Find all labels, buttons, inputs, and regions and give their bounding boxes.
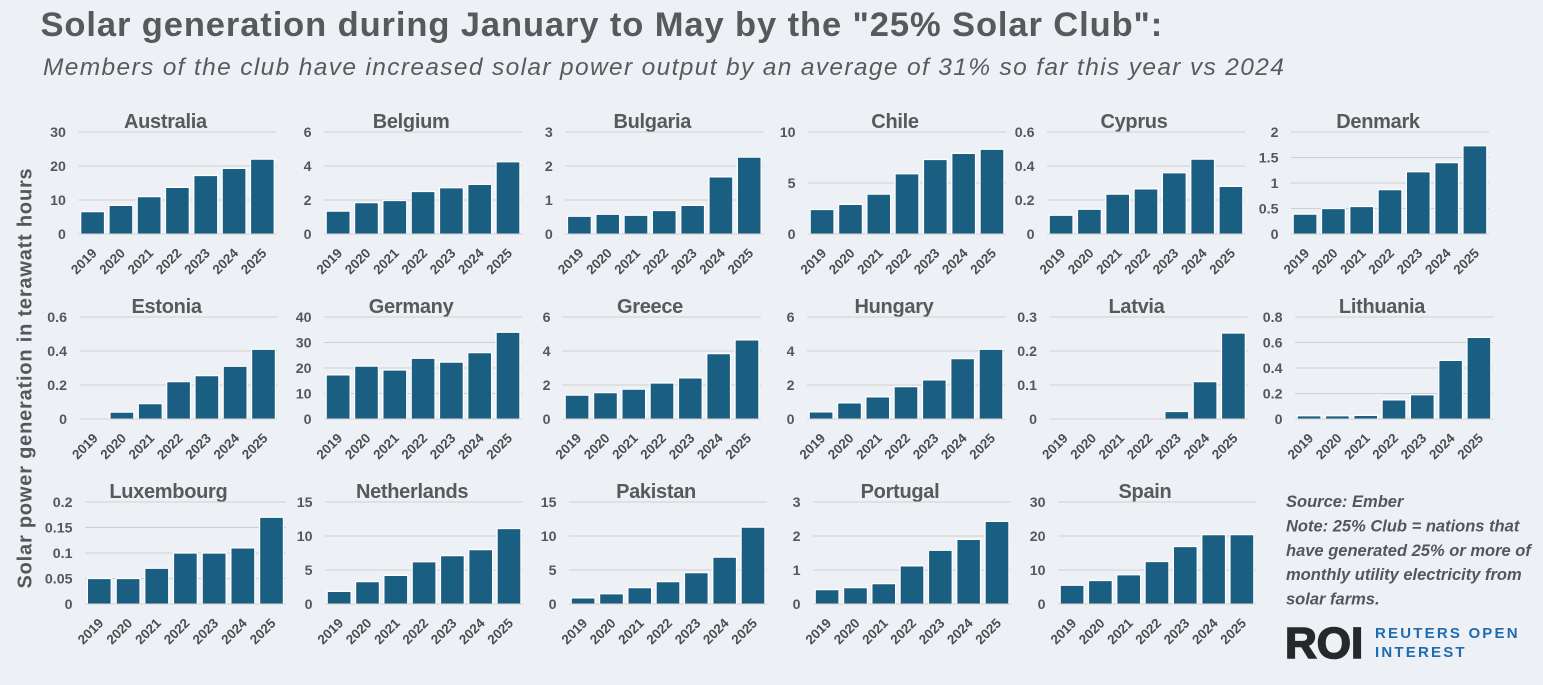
svg-text:Solar generation during Januar: Solar generation during January to May b…: [41, 6, 1164, 44]
svg-text:1: 1: [793, 563, 801, 579]
svg-text:0.2: 0.2: [1015, 193, 1035, 209]
svg-text:0.6: 0.6: [1015, 125, 1035, 141]
svg-text:0: 0: [549, 597, 557, 613]
svg-text:Portugal: Portugal: [861, 481, 940, 503]
svg-text:REUTERS OPEN: REUTERS OPEN: [1375, 625, 1520, 642]
svg-text:Solar power generation in tera: Solar power generation in terawatt hours: [15, 168, 37, 589]
svg-text:Spain: Spain: [1119, 481, 1172, 503]
svg-text:10: 10: [297, 529, 313, 545]
svg-text:0: 0: [1275, 412, 1283, 428]
svg-text:Netherlands: Netherlands: [356, 481, 468, 503]
svg-text:0: 0: [1027, 227, 1035, 243]
svg-text:0.6: 0.6: [47, 310, 67, 326]
svg-text:5: 5: [549, 563, 557, 579]
svg-text:0: 0: [304, 227, 312, 243]
svg-text:0.05: 0.05: [45, 572, 73, 588]
svg-text:0: 0: [545, 227, 553, 243]
svg-text:0: 0: [793, 597, 801, 613]
svg-text:4: 4: [543, 344, 551, 360]
svg-text:0.2: 0.2: [53, 495, 73, 511]
svg-text:0.2: 0.2: [1263, 387, 1283, 403]
svg-text:2: 2: [793, 529, 801, 545]
svg-text:0: 0: [787, 412, 795, 428]
svg-text:3: 3: [793, 495, 801, 511]
svg-text:4: 4: [787, 344, 795, 360]
svg-text:Greece: Greece: [617, 296, 683, 318]
svg-text:0.1: 0.1: [1017, 378, 1037, 394]
svg-text:1: 1: [1271, 176, 1279, 192]
svg-text:10: 10: [780, 125, 796, 141]
svg-text:Chile: Chile: [871, 111, 919, 133]
svg-text:10: 10: [1030, 563, 1046, 579]
svg-text:Source: Ember: Source: Ember: [1286, 493, 1405, 511]
svg-text:0: 0: [1271, 227, 1279, 243]
svg-text:Latvia: Latvia: [1108, 296, 1165, 318]
svg-text:2: 2: [543, 378, 551, 394]
svg-text:0.15: 0.15: [45, 521, 73, 537]
svg-text:0.4: 0.4: [47, 344, 67, 360]
svg-text:0.4: 0.4: [1015, 159, 1035, 175]
svg-text:2: 2: [1271, 125, 1279, 141]
svg-text:10: 10: [541, 529, 557, 545]
svg-text:0.8: 0.8: [1263, 310, 1283, 326]
svg-text:6: 6: [543, 310, 551, 326]
svg-text:0: 0: [304, 412, 312, 428]
svg-text:2: 2: [787, 378, 795, 394]
svg-text:INTEREST: INTEREST: [1375, 644, 1467, 661]
svg-text:20: 20: [1030, 529, 1046, 545]
svg-text:40: 40: [296, 310, 312, 326]
svg-text:1.5: 1.5: [1259, 151, 1279, 167]
svg-text:Members of the club have incre: Members of the club have increased solar…: [43, 54, 1285, 81]
svg-text:0.5: 0.5: [1259, 202, 1279, 218]
svg-text:30: 30: [50, 125, 66, 141]
svg-text:0.6: 0.6: [1263, 336, 1283, 352]
svg-text:6: 6: [304, 125, 312, 141]
svg-text:Cyprus: Cyprus: [1100, 111, 1167, 133]
svg-text:0: 0: [58, 227, 66, 243]
svg-text:Denmark: Denmark: [1336, 111, 1421, 133]
svg-text:0: 0: [59, 412, 67, 428]
svg-text:20: 20: [50, 159, 66, 175]
svg-text:2: 2: [545, 159, 553, 175]
svg-text:20: 20: [296, 361, 312, 377]
svg-text:Luxembourg: Luxembourg: [109, 481, 227, 503]
svg-text:0.1: 0.1: [53, 546, 73, 562]
svg-text:0.4: 0.4: [1263, 361, 1283, 377]
svg-text:30: 30: [1030, 495, 1046, 511]
svg-text:10: 10: [50, 193, 66, 209]
svg-text:ROI: ROI: [1285, 619, 1363, 668]
svg-text:0: 0: [788, 227, 796, 243]
svg-text:10: 10: [296, 387, 312, 403]
svg-text:6: 6: [787, 310, 795, 326]
svg-text:1: 1: [545, 193, 553, 209]
svg-text:Australia: Australia: [124, 111, 208, 133]
svg-text:4: 4: [304, 159, 312, 175]
svg-text:Lithuania: Lithuania: [1339, 296, 1426, 318]
svg-text:Bulgaria: Bulgaria: [613, 111, 692, 133]
svg-text:solar farms.: solar farms.: [1286, 591, 1380, 609]
svg-text:15: 15: [541, 495, 557, 511]
svg-text:Note: 25% Club = nations that: Note: 25% Club = nations that: [1286, 517, 1521, 535]
svg-text:0.3: 0.3: [1017, 310, 1037, 326]
svg-text:15: 15: [297, 495, 313, 511]
svg-text:Germany: Germany: [369, 296, 455, 318]
svg-text:0: 0: [1029, 412, 1037, 428]
svg-text:2: 2: [304, 193, 312, 209]
svg-text:Estonia: Estonia: [132, 296, 203, 318]
svg-text:have generated 25% or more of: have generated 25% or more of: [1286, 542, 1532, 560]
svg-text:Belgium: Belgium: [373, 111, 450, 133]
svg-text:0.2: 0.2: [1017, 344, 1037, 360]
svg-text:0: 0: [1038, 597, 1046, 613]
svg-text:3: 3: [545, 125, 553, 141]
svg-text:0: 0: [305, 597, 313, 613]
svg-text:30: 30: [296, 336, 312, 352]
svg-text:0: 0: [543, 412, 551, 428]
svg-text:monthly utility electricity fr: monthly utility electricity from: [1286, 566, 1522, 584]
svg-text:0.2: 0.2: [47, 378, 67, 394]
svg-text:5: 5: [305, 563, 313, 579]
svg-text:Pakistan: Pakistan: [616, 481, 696, 503]
svg-text:0: 0: [65, 597, 73, 613]
svg-text:Hungary: Hungary: [854, 296, 934, 318]
svg-text:5: 5: [788, 176, 796, 192]
